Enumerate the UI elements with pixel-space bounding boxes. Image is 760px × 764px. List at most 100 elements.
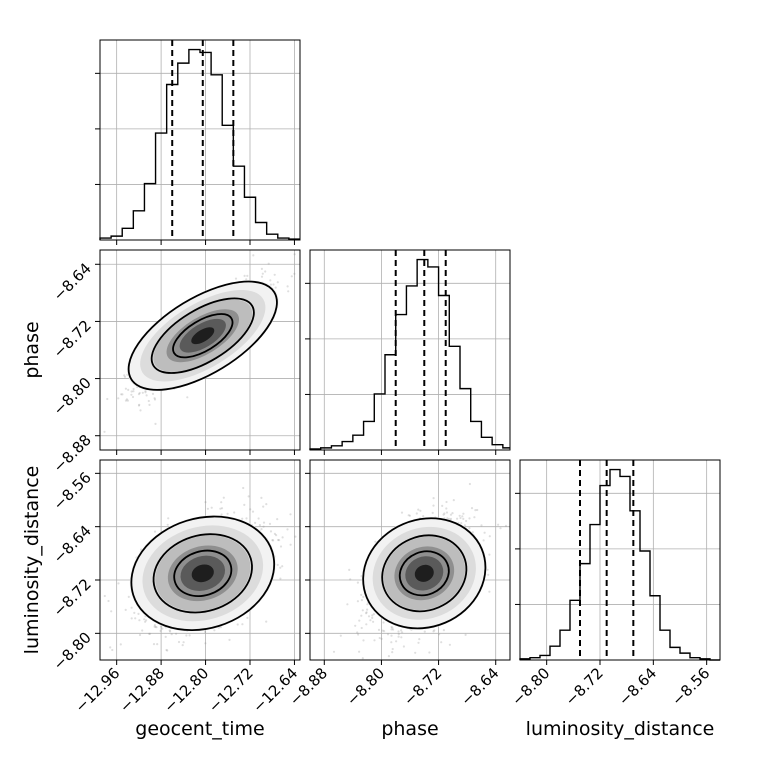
- scatter-point: [246, 274, 249, 277]
- scatter-point: [132, 390, 135, 393]
- scatter-point: [269, 283, 272, 286]
- x-axis-label-phase: phase: [381, 718, 438, 740]
- scatter-point: [373, 639, 376, 642]
- scatter-point: [362, 639, 365, 642]
- scatter-point: [241, 623, 244, 626]
- scatter-point: [260, 496, 263, 499]
- scatter-point: [127, 595, 130, 599]
- scatter-point: [267, 262, 270, 265]
- scatter-point: [366, 608, 369, 611]
- scatter-point: [431, 511, 434, 514]
- scatter-point: [360, 626, 363, 630]
- scatter-point: [286, 528, 289, 531]
- scatter-point: [386, 633, 390, 636]
- scatter-point: [349, 578, 352, 581]
- scatter-point: [153, 625, 156, 628]
- scatter-point: [332, 650, 336, 653]
- scatter-point: [154, 422, 157, 425]
- scatter-point: [293, 272, 296, 275]
- x-tick-label: −8.80: [343, 664, 388, 709]
- contour-line-0: [172, 313, 234, 359]
- scatter-point: [380, 637, 383, 641]
- contour-line-0: [173, 549, 233, 597]
- scatter-point: [220, 507, 224, 510]
- scatter-point: [415, 512, 418, 515]
- scatter-point: [383, 630, 386, 633]
- pair-panel-geocent_time-phase: [100, 250, 300, 450]
- scatter-point: [346, 603, 349, 606]
- scatter-point: [260, 275, 264, 278]
- scatter-point: [123, 374, 126, 377]
- scatter-point: [360, 593, 363, 597]
- scatter-point: [446, 517, 449, 520]
- x-tick-label: −12.96: [72, 664, 124, 716]
- scatter-point: [133, 611, 136, 615]
- scatter-point: [138, 403, 141, 406]
- scatter-point: [153, 530, 157, 533]
- scatter-point: [397, 630, 400, 633]
- scatter-point: [432, 630, 435, 633]
- scatter-point: [356, 631, 359, 634]
- scatter-point: [130, 606, 133, 609]
- scatter-point: [371, 616, 374, 620]
- x-tick-label: −12.88: [116, 664, 168, 716]
- scatter-point: [260, 528, 263, 531]
- scatter-point: [159, 629, 162, 633]
- scatter-point: [480, 524, 483, 527]
- density-shade: [191, 327, 215, 345]
- scatter-point: [166, 523, 169, 526]
- scatter-point: [137, 404, 141, 407]
- scatter-point: [161, 627, 164, 630]
- scatter-point: [272, 539, 275, 542]
- scatter-point: [153, 398, 157, 401]
- scatter-point: [401, 631, 404, 634]
- scatter-point: [474, 509, 477, 512]
- scatter-point: [281, 536, 284, 539]
- scatter-point: [249, 508, 252, 511]
- scatter-point: [269, 530, 273, 533]
- x-tick-label: −8.64: [615, 664, 660, 709]
- scatter-point: [473, 516, 476, 519]
- scatter-point: [462, 512, 465, 515]
- scatter-point: [390, 625, 393, 629]
- scatter-point: [271, 539, 274, 542]
- scatter-point: [278, 539, 281, 542]
- scatter-point: [367, 615, 371, 618]
- scatter-point: [402, 645, 405, 648]
- scatter-point: [155, 626, 158, 629]
- scatter-point: [371, 614, 374, 617]
- scatter-point: [110, 610, 113, 613]
- scatter-point: [488, 553, 491, 556]
- scatter-point: [134, 617, 137, 620]
- scatter-point: [356, 581, 359, 584]
- scatter-point: [131, 395, 135, 399]
- scatter-point: [390, 628, 393, 631]
- scatter-point: [361, 609, 364, 612]
- scatter-point: [273, 273, 276, 276]
- scatter-point: [260, 267, 263, 270]
- scatter-point: [357, 633, 360, 636]
- scatter-point: [387, 655, 390, 658]
- scatter-point: [486, 568, 489, 571]
- scatter-point: [261, 272, 264, 275]
- scatter-point: [275, 534, 278, 537]
- scatter-point: [254, 521, 257, 525]
- x-tick-label: −8.72: [562, 664, 607, 709]
- scatter-point: [132, 387, 135, 391]
- density-shade: [191, 564, 214, 583]
- x-tick-label: −8.72: [400, 664, 445, 709]
- scatter-point: [137, 612, 140, 616]
- scatter-point: [483, 531, 486, 534]
- scatter-point: [460, 522, 463, 525]
- scatter-point: [144, 620, 147, 623]
- scatter-point: [279, 566, 282, 569]
- scatter-point: [348, 568, 351, 572]
- scatter-point: [251, 510, 255, 513]
- histogram-step-luminosity_distance: [519, 468, 720, 661]
- scatter-point: [265, 620, 268, 623]
- pair-panel-phase-luminosity_distance: [310, 460, 510, 660]
- scatter-point: [290, 275, 293, 278]
- scatter-point: [499, 527, 502, 530]
- scatter-point: [145, 394, 148, 397]
